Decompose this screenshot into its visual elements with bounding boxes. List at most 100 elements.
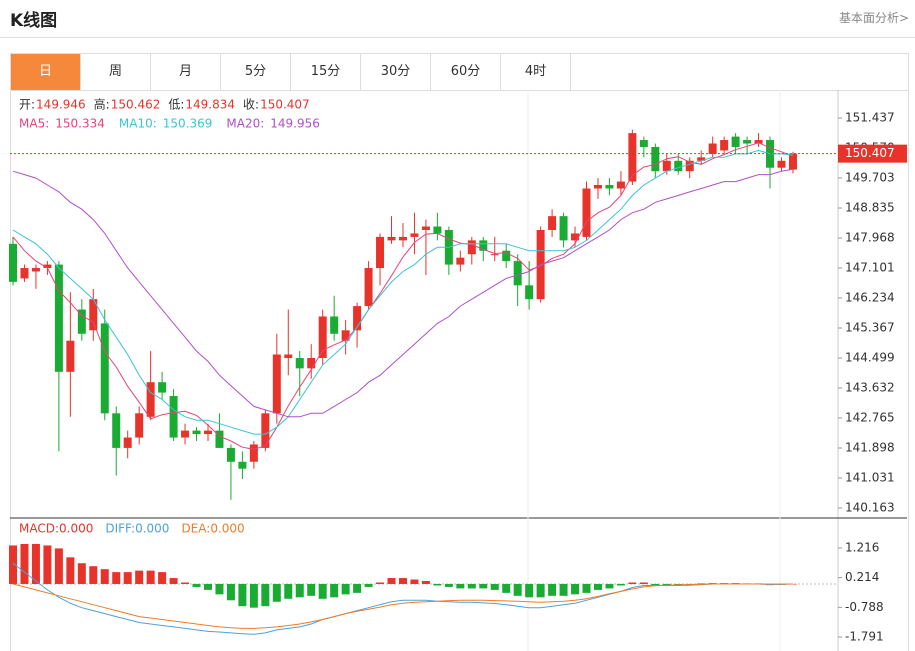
candle-body (788, 153, 797, 170)
macd-bar (146, 570, 155, 584)
candle-body (318, 316, 327, 358)
macd-bar (467, 583, 476, 589)
candle-body (192, 430, 201, 435)
ohlc-value: 150.462 (111, 98, 161, 112)
candle-body (387, 236, 396, 241)
ma-legend-name: MA5: (19, 117, 49, 131)
candle-body (376, 236, 385, 269)
candle-body (662, 160, 671, 172)
candle-body (651, 146, 660, 172)
y-tick-label: 147.101 (845, 261, 895, 275)
macd-bar (582, 583, 591, 593)
ohlc-label: 低: (168, 98, 184, 112)
candle-body (502, 250, 511, 262)
candle-body (593, 185, 602, 189)
candle-body (720, 140, 729, 151)
period-tab[interactable]: 日 (11, 54, 81, 90)
ma-legend-name: MA20: (226, 117, 264, 131)
macd-legend-name: MACD: (19, 522, 59, 536)
ohlc-label: 高: (94, 97, 110, 112)
period-tab[interactable]: 15分 (291, 54, 361, 90)
macd-bar (364, 583, 373, 587)
candle-body (66, 340, 75, 372)
candle-body (20, 268, 29, 279)
candle-body (100, 323, 109, 414)
macd-bar (77, 563, 86, 584)
candle-body (743, 140, 752, 144)
ma-line (12, 168, 794, 418)
macd-bar (376, 582, 385, 584)
candle-body (77, 309, 86, 334)
y-tick-label: 0.214 (845, 570, 879, 584)
candle-body (525, 285, 534, 300)
period-tab[interactable]: 60分 (431, 54, 501, 90)
macd-bar (100, 569, 109, 584)
macd-bar (330, 583, 339, 598)
y-tick-label: 1.216 (845, 540, 879, 554)
last-price-label: 150.407 (845, 146, 895, 160)
ohlc-value: 150.407 (260, 98, 310, 112)
macd-legend-name: DIFF: (105, 522, 135, 536)
macd-bar (502, 583, 511, 593)
ma-line (12, 142, 794, 450)
macd-bar (525, 583, 534, 598)
candle-body (261, 413, 270, 448)
y-tick-label: 141.898 (845, 440, 895, 454)
macd-bar (616, 583, 625, 586)
candle-body (341, 330, 350, 341)
ohlc-value: 149.946 (36, 98, 86, 112)
macd-line (12, 583, 793, 629)
period-tab[interactable]: 周 (81, 54, 151, 90)
candle-body (616, 181, 625, 189)
macd-bar (456, 583, 465, 589)
ohlc-label: 开: (19, 98, 35, 112)
candle-body (490, 254, 499, 256)
macd-bar (135, 570, 144, 584)
candle-body (685, 160, 694, 172)
top-bar: K线图 基本面分析> (0, 0, 915, 38)
candle-body (628, 133, 637, 182)
macd-bar (295, 583, 304, 598)
macd-bar (9, 545, 17, 584)
candle-body (203, 430, 212, 435)
macd-bar (559, 583, 568, 596)
period-tabs: 日周月 5分 15分 30分 60分 4时 (11, 54, 908, 91)
period-tab[interactable]: 4时 (501, 54, 571, 90)
candle-body (249, 444, 258, 462)
macd-bar (513, 583, 522, 596)
candle-body (639, 140, 648, 147)
macd-bar (181, 582, 190, 584)
macd-bar (123, 572, 132, 584)
fundamental-link[interactable]: 基本面分析> (838, 11, 909, 25)
macd-bar (20, 543, 29, 584)
macd-legend-value: 0.000 (210, 522, 244, 536)
candle-body (284, 354, 293, 358)
macd-bar (398, 578, 407, 584)
period-tab[interactable]: 30分 (361, 54, 431, 90)
y-tick-label: 145.367 (845, 320, 895, 334)
y-tick-label: 140.163 (845, 501, 895, 515)
candle-body (123, 437, 132, 448)
candle-body (31, 268, 40, 272)
y-tick-label: -1.791 (845, 630, 884, 644)
candle-body (582, 188, 591, 237)
last-price-box (838, 144, 907, 163)
macd-bar (307, 583, 316, 596)
candle-body (777, 160, 786, 168)
macd-bar (89, 566, 98, 584)
candle-body (307, 357, 316, 369)
candle-body (215, 430, 224, 448)
candle-body (433, 226, 442, 234)
ohlc-value: 149.834 (185, 98, 235, 112)
candle-body (421, 226, 430, 230)
macd-bar (605, 583, 614, 589)
candle-body (364, 268, 373, 307)
period-tab[interactable]: 月 (151, 54, 221, 90)
macd-bar (548, 583, 557, 596)
macd-bar (639, 582, 648, 584)
macd-bar (112, 572, 121, 584)
period-tab[interactable]: 5分 (221, 54, 291, 90)
candle-body (456, 257, 465, 265)
